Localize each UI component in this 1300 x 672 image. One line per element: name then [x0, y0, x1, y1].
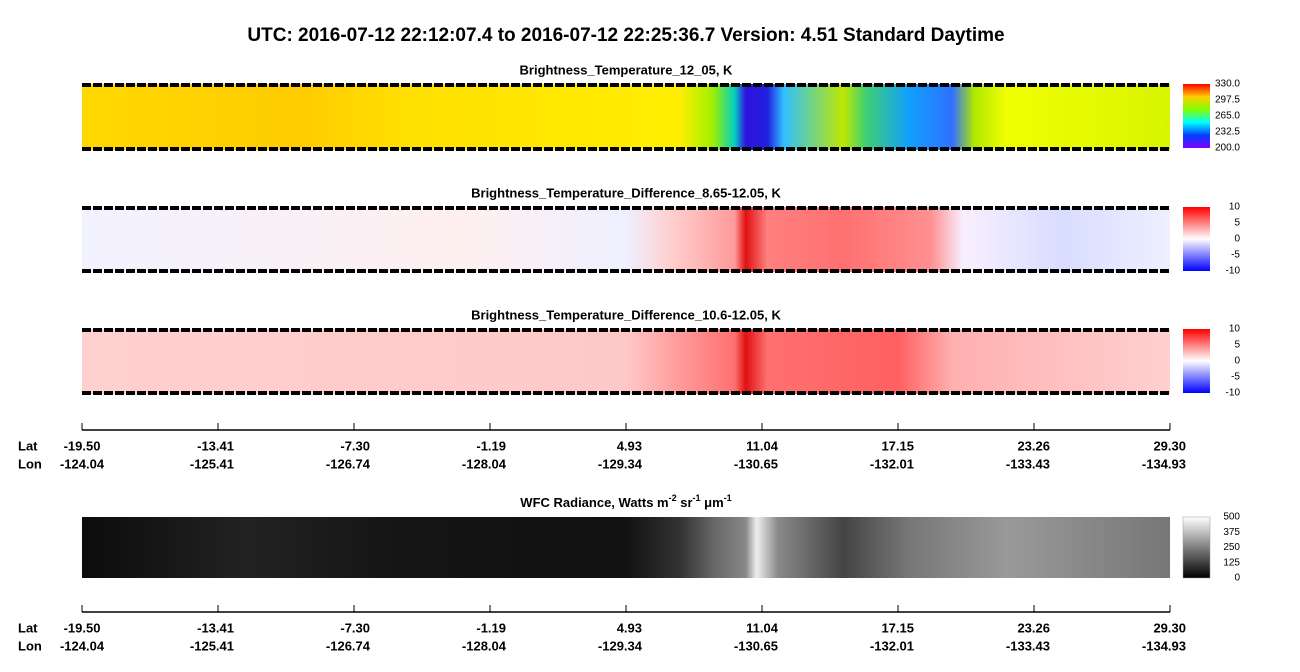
lon-tick-label: -134.93 [1142, 638, 1186, 653]
lat-tick-label: 4.93 [617, 438, 642, 453]
lat-label: Lat [18, 620, 38, 635]
lat-tick-label: 29.30 [1153, 620, 1186, 635]
colorbar-tick-label: 0 [1234, 573, 1240, 584]
lon-tick-label: -125.41 [190, 456, 234, 471]
colorbar-tick-label: -5 [1231, 250, 1240, 261]
lat-tick-label: -1.19 [476, 620, 506, 635]
lat-tick-label: -7.30 [340, 438, 370, 453]
lat-tick-label: 11.04 [746, 620, 779, 635]
colorbar-tick-label: 125 [1223, 557, 1240, 568]
lat-tick-label: -19.50 [64, 620, 101, 635]
image-strip [82, 517, 1170, 578]
image-strip [82, 84, 1170, 150]
colorbar-tick-label: 10 [1229, 324, 1241, 335]
lat-label: Lat [18, 438, 38, 453]
colorbar-tick-label: 232.5 [1215, 127, 1240, 138]
lat-tick-label: -1.19 [476, 438, 506, 453]
lon-label: Lon [18, 456, 42, 471]
colorbar-tick-label: 500 [1223, 512, 1240, 523]
title-part: -2 [669, 493, 677, 503]
colorbar-tick-label: 297.5 [1215, 95, 1240, 106]
lat-tick-label: 11.04 [746, 438, 779, 453]
lon-tick-label: -126.74 [326, 456, 371, 471]
lat-tick-label: 17.15 [881, 438, 914, 453]
lat-tick-label: -19.50 [64, 438, 101, 453]
colorbar [1183, 84, 1210, 148]
title-part: -1 [693, 493, 701, 503]
colorbar-tick-label: 0 [1234, 356, 1240, 367]
colorbar-tick-label: -10 [1226, 388, 1241, 399]
lon-label: Lon [18, 638, 42, 653]
colorbar-tick-label: -5 [1231, 372, 1240, 383]
panel-title: Brightness_Temperature_12_05, K [520, 62, 734, 77]
lat-tick-label: 23.26 [1017, 620, 1050, 635]
lat-tick-label: 17.15 [881, 620, 914, 635]
lon-tick-label: -124.04 [60, 456, 105, 471]
title-part: WFC Radiance, Watts m [520, 495, 668, 510]
lon-tick-label: -128.04 [462, 456, 507, 471]
lon-tick-label: -132.01 [870, 638, 914, 653]
lon-tick-label: -132.01 [870, 456, 914, 471]
lon-tick-label: -130.65 [734, 638, 778, 653]
lat-tick-label: -13.41 [197, 620, 234, 635]
colorbar-tick-label: 5 [1234, 218, 1240, 229]
image-strip [82, 207, 1170, 272]
title-part: -1 [724, 493, 732, 503]
lon-tick-label: -128.04 [462, 638, 507, 653]
lon-tick-label: -129.34 [598, 456, 643, 471]
lat-tick-label: -7.30 [340, 620, 370, 635]
colorbar-tick-label: 375 [1223, 527, 1240, 538]
colorbar-tick-label: 5 [1234, 340, 1240, 351]
lon-tick-label: -129.34 [598, 638, 643, 653]
lon-tick-label: -133.43 [1006, 638, 1050, 653]
lon-tick-label: -130.65 [734, 456, 778, 471]
colorbar [1183, 207, 1210, 271]
lon-tick-label: -126.74 [326, 638, 371, 653]
colorbar-tick-label: 250 [1223, 542, 1240, 553]
colorbar [1183, 329, 1210, 393]
panel-title: WFC Radiance, Watts m-2 sr-1 μm-1 [520, 493, 731, 510]
colorbar-tick-label: 10 [1229, 202, 1241, 213]
colorbar [1182, 516, 1211, 579]
lon-tick-label: -134.93 [1142, 456, 1186, 471]
panel-title: Brightness_Temperature_Difference_10.6-1… [471, 307, 781, 322]
panel-title: Brightness_Temperature_Difference_8.65-1… [471, 185, 781, 200]
lon-tick-label: -125.41 [190, 638, 234, 653]
colorbar-tick-label: 0 [1234, 234, 1240, 245]
lat-tick-label: -13.41 [197, 438, 234, 453]
colorbar-tick-label: -10 [1226, 266, 1241, 277]
colorbar-tick-label: 200.0 [1215, 143, 1240, 154]
lon-tick-label: -124.04 [60, 638, 105, 653]
lat-tick-label: 4.93 [617, 620, 642, 635]
image-strip [82, 329, 1170, 394]
title: UTC: 2016-07-12 22:12:07.4 to 2016-07-12… [247, 25, 1004, 46]
title-part: μm [701, 495, 724, 510]
lat-tick-label: 29.30 [1153, 438, 1186, 453]
colorbar-tick-label: 330.0 [1215, 79, 1240, 90]
colorbar-tick-label: 265.0 [1215, 111, 1240, 122]
title-part: sr [677, 495, 693, 510]
lon-tick-label: -133.43 [1006, 456, 1050, 471]
lat-tick-label: 23.26 [1017, 438, 1050, 453]
